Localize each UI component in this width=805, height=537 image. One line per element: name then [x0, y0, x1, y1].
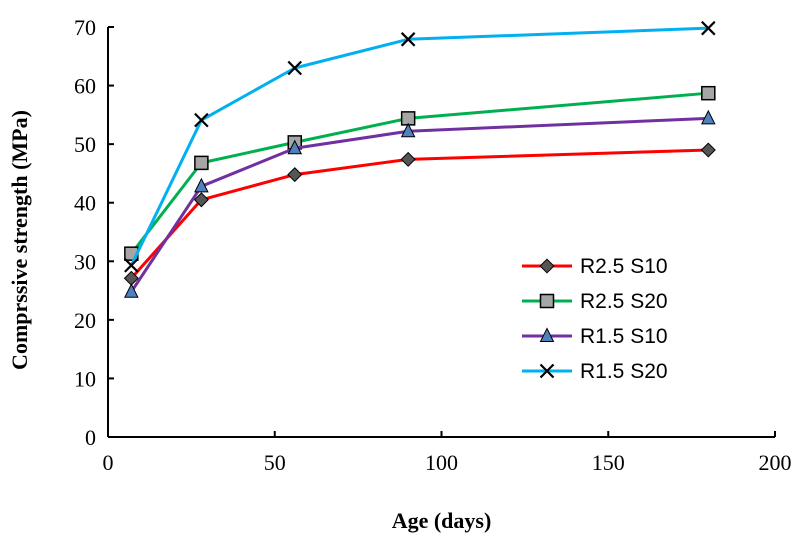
data-point: [124, 258, 139, 273]
legend: R2.5 S10 R2.5 S20 R1.5 S10 R1.5 S20: [522, 255, 668, 383]
series-layer: [123, 20, 716, 298]
x-axis-title: Age (days): [392, 508, 492, 533]
marker-stroke: [194, 112, 209, 128]
marker-stroke: [701, 20, 716, 36]
legend-item: R1.5 S10: [522, 325, 668, 348]
data-point: [700, 142, 716, 158]
data-point: [287, 167, 303, 183]
data-point: [193, 192, 209, 208]
marker-stroke: [400, 32, 416, 47]
x-tick-label: 100: [425, 450, 458, 475]
y-tick-label: 40: [74, 191, 96, 216]
series-3: [124, 109, 716, 298]
x-tick-label: 150: [592, 450, 625, 475]
y-tick-label: 60: [74, 74, 96, 99]
data-point: [287, 139, 303, 155]
y-tick-label: 30: [74, 249, 96, 274]
data-point: [400, 32, 416, 47]
y-tick-label: 70: [74, 15, 96, 40]
y-tick-label: 10: [74, 366, 96, 391]
legend-swatch-marker: [539, 327, 555, 343]
legend-item: R1.5 S20: [522, 360, 668, 383]
legend-label: R1.5 S20: [580, 360, 668, 383]
y-axis-title: Comprssive strength (MPa): [7, 110, 32, 370]
x-tick-label: 200: [759, 450, 792, 475]
data-point: [400, 122, 416, 138]
marker-stroke: [124, 258, 139, 273]
y-tick-label: 20: [74, 308, 96, 333]
legend-swatch-marker: [539, 258, 555, 274]
legend-swatch-marker: [539, 363, 555, 379]
x-tick-label: 0: [103, 450, 114, 475]
marker-stroke: [287, 60, 303, 76]
legend-item: R2.5 S20: [522, 290, 668, 313]
data-point: [124, 283, 139, 298]
y-axis-ticks: 0 10 20 30 40 50 60 70: [74, 15, 114, 450]
legend-label: R1.5 S10: [580, 325, 668, 348]
data-point: [287, 60, 303, 76]
series-line: [130, 91, 709, 255]
data-point: [400, 151, 416, 167]
data-point: [194, 155, 209, 171]
marker-stroke: [539, 363, 555, 379]
data-point: [700, 109, 716, 125]
y-tick-label: 50: [74, 132, 96, 157]
data-point: [194, 177, 209, 193]
data-point: [701, 85, 716, 101]
data-point: [701, 20, 716, 36]
series-4: [124, 20, 716, 273]
legend-swatch-marker: [539, 293, 555, 309]
legend-label: R2.5 S10: [580, 255, 668, 278]
legend-label: R2.5 S20: [580, 290, 668, 313]
x-axis-ticks: 0 50 100 150 200: [103, 431, 792, 475]
series-line: [129, 26, 709, 267]
axes: 0 10 20 30 40 50 60 70 0 50 100 150 200: [74, 15, 792, 475]
legend-item: R2.5 S10: [522, 255, 668, 278]
y-tick-label: 0: [85, 425, 96, 450]
x-tick-label: 50: [264, 450, 286, 475]
data-point: [194, 112, 209, 128]
